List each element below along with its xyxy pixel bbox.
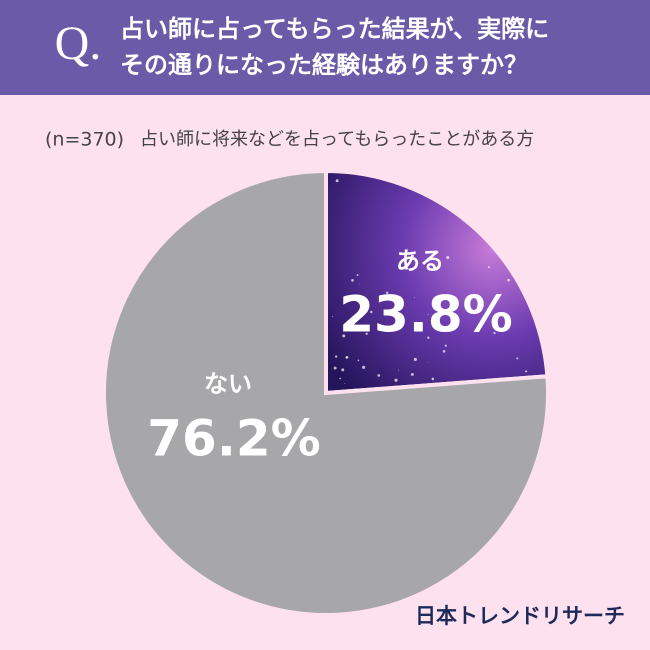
star — [351, 279, 354, 282]
slice-label: ない — [204, 370, 252, 398]
star — [339, 378, 341, 380]
star — [357, 274, 359, 276]
subtitle: 占い師に将来などを占ってもらったことがある方 — [140, 129, 534, 150]
star — [344, 383, 345, 384]
sample-size: (n=370) — [45, 129, 124, 151]
star — [336, 179, 339, 182]
star — [411, 373, 414, 376]
star — [488, 266, 490, 268]
star — [341, 368, 344, 371]
slice-label: ある — [396, 247, 444, 275]
star — [359, 284, 360, 285]
star — [394, 379, 397, 382]
title-line: 占い師に占ってもらった結果が、実際に — [120, 15, 549, 43]
star — [428, 362, 429, 363]
star — [443, 350, 446, 353]
star — [332, 316, 333, 317]
value-label: 23.8% — [339, 286, 512, 344]
star — [446, 256, 449, 259]
chart: Q. 占い師に占ってもらった結果が、実際に その通りになった経験はありますか？ … — [0, 0, 650, 650]
star — [445, 345, 447, 347]
title-line: その通りになった経験はありますか？ — [120, 51, 528, 79]
star — [362, 366, 365, 369]
star — [358, 360, 360, 362]
star — [507, 279, 510, 282]
star — [335, 355, 337, 357]
star — [355, 389, 357, 391]
star — [377, 374, 380, 377]
star — [346, 357, 348, 359]
question-mark: Q. — [55, 17, 102, 70]
star — [414, 358, 417, 361]
star — [398, 370, 399, 371]
source: 日本トレンドリサーチ — [415, 604, 625, 628]
star — [516, 357, 518, 359]
pie: ある 23.8% ない 76.2% — [104, 171, 548, 615]
star — [525, 370, 527, 372]
star — [334, 367, 337, 370]
star — [432, 378, 435, 381]
value-label: 76.2% — [147, 410, 320, 468]
